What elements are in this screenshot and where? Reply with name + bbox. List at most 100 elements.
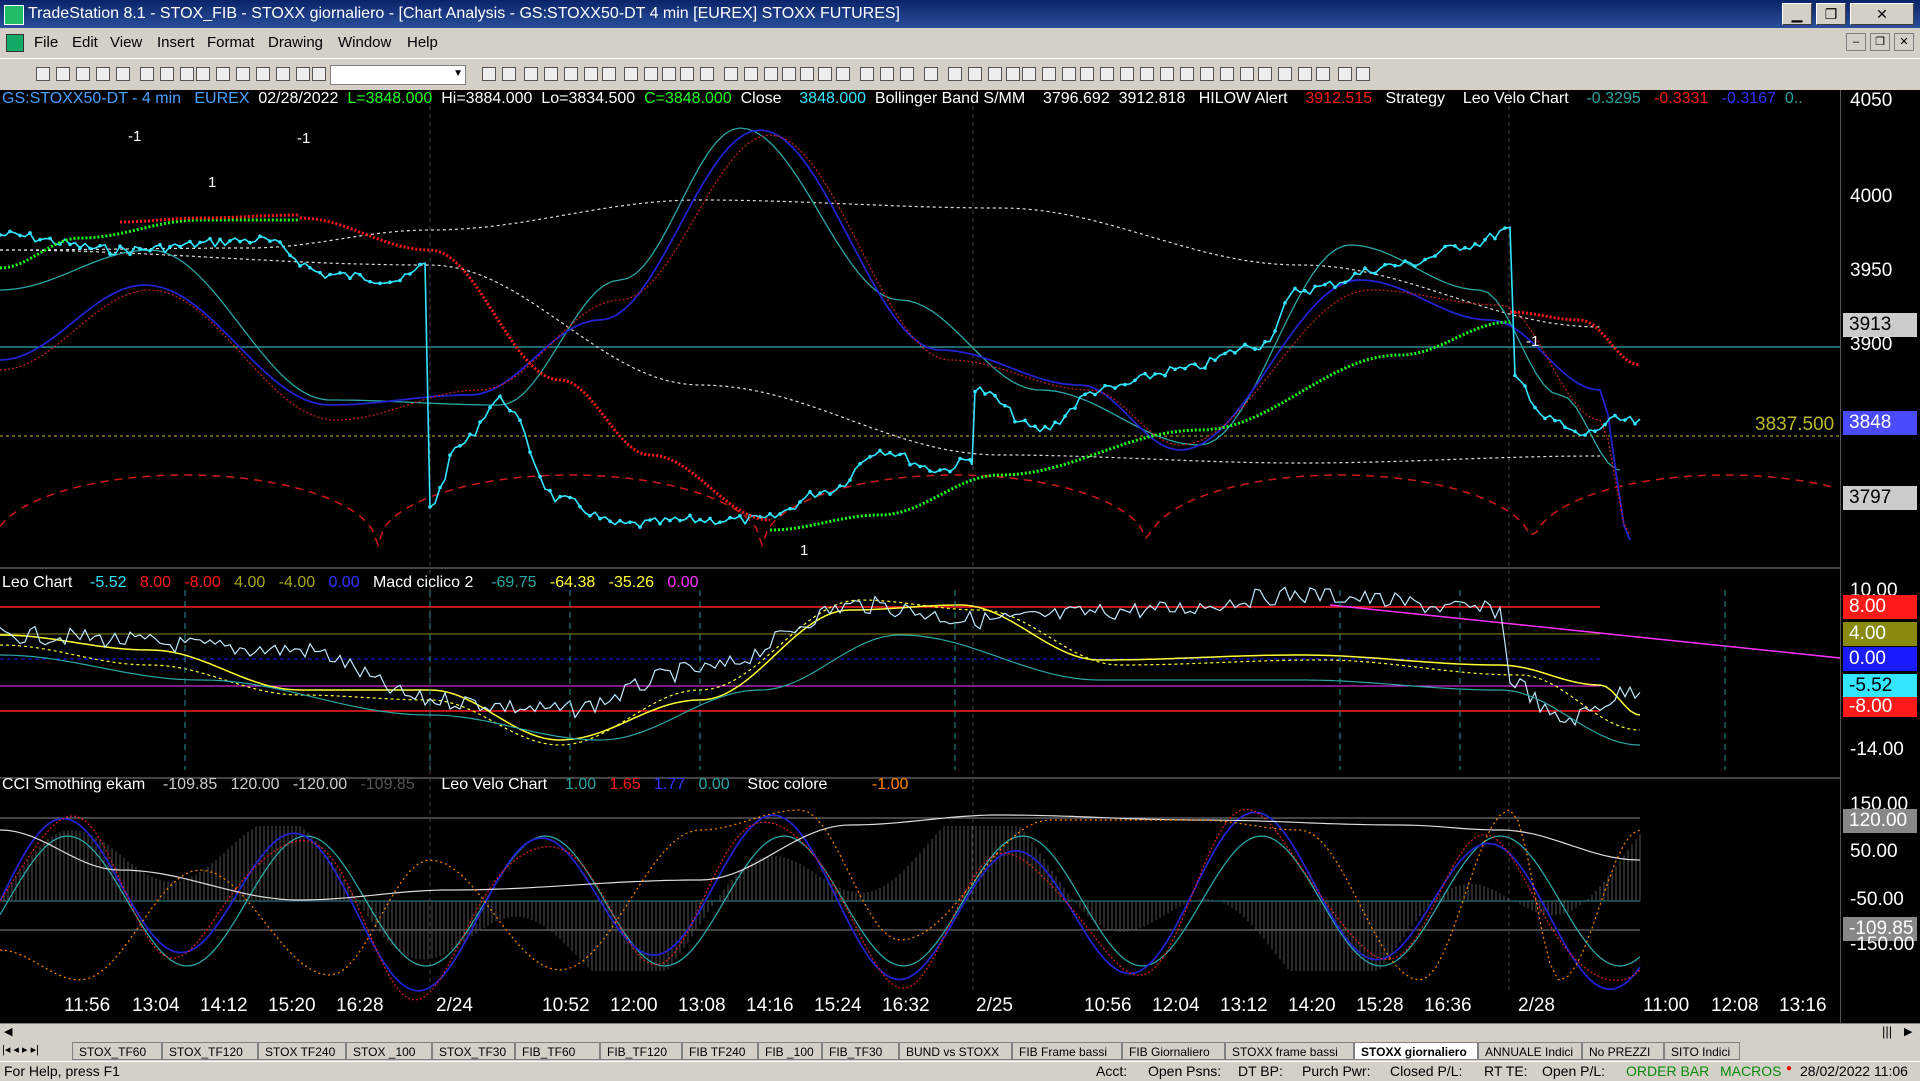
tab-fib-tf240[interactable]: FIB TF240 [682, 1042, 758, 1060]
macd-trendline[interactable] [1329, 604, 1841, 659]
radar-icon[interactable] [644, 67, 658, 81]
menu-window[interactable]: Window [338, 34, 392, 51]
tab-stox-tf30[interactable]: STOX_TF30 [432, 1042, 515, 1060]
tab-stoxx-frame-bassi[interactable]: STOXX frame bassi [1225, 1042, 1354, 1060]
sync-icon[interactable] [744, 67, 758, 81]
menu-drawing[interactable]: Drawing [268, 34, 324, 51]
speed-icon[interactable] [1100, 67, 1114, 81]
tab-bund-vs-stoxx[interactable]: BUND vs STOXX [899, 1042, 1012, 1060]
draw-icon[interactable] [564, 67, 578, 81]
select-icon[interactable] [818, 67, 832, 81]
print-icon[interactable] [96, 67, 110, 81]
menu-help[interactable]: Help [407, 34, 438, 51]
channel-icon[interactable] [968, 67, 982, 81]
close-button[interactable]: ✕ [1850, 3, 1914, 25]
menu-view[interactable]: View [110, 34, 143, 51]
box-icon[interactable] [662, 67, 676, 81]
extra1-icon[interactable] [1258, 67, 1272, 81]
menu-format[interactable]: Format [207, 34, 255, 51]
menu-edit[interactable]: Edit [72, 34, 98, 51]
mdi-minimize-button[interactable]: – [1846, 33, 1866, 51]
grid-icon[interactable] [236, 67, 250, 81]
regression-icon[interactable] [1062, 67, 1076, 81]
minimize-button[interactable]: ▁ [1782, 3, 1812, 25]
bars-icon[interactable] [482, 67, 496, 81]
lock-icon[interactable] [180, 67, 194, 81]
price-axis[interactable] [1840, 90, 1920, 1023]
cycle-icon[interactable] [1080, 67, 1094, 81]
cursor-icon[interactable] [800, 67, 814, 81]
rectangle-icon[interactable] [1220, 67, 1234, 81]
data-icon[interactable] [602, 67, 616, 81]
arrow-icon[interactable] [1042, 67, 1056, 81]
link-icon[interactable] [276, 67, 290, 81]
cross-icon[interactable] [1022, 67, 1036, 81]
tick-icon[interactable] [700, 67, 714, 81]
format-icon[interactable] [880, 67, 894, 81]
menu-insert[interactable]: Insert [157, 34, 195, 51]
find-icon[interactable] [312, 67, 326, 81]
macros-button[interactable]: MACROS [1720, 1063, 1782, 1079]
extra6-icon[interactable] [1356, 67, 1370, 81]
gann-icon[interactable] [988, 67, 1002, 81]
hline-icon[interactable] [948, 67, 962, 81]
zoom-icon[interactable] [544, 67, 558, 81]
tab-stox-tf120[interactable]: STOX_TF120 [162, 1042, 258, 1060]
brush-icon[interactable] [216, 67, 230, 81]
tab-sito-indici[interactable]: SITO Indici [1664, 1042, 1740, 1060]
tab-stox-tf240[interactable]: STOX TF240 [258, 1042, 346, 1060]
scroll-left-icon[interactable]: ◀ [4, 1026, 13, 1038]
tab-fib-frame-bassi[interactable]: FIB Frame bassi [1012, 1042, 1122, 1060]
text-icon[interactable] [1240, 67, 1254, 81]
new-icon[interactable] [36, 67, 50, 81]
dropdown-icon[interactable] [296, 67, 310, 81]
bar-icon[interactable] [680, 67, 694, 81]
tab-fib-giornaliero[interactable]: FIB Giornaliero [1122, 1042, 1225, 1060]
line-icon[interactable] [524, 67, 538, 81]
tab-fib-tf60[interactable]: FIB_TF60 [515, 1042, 600, 1060]
scroll-thumb-icon[interactable]: ||| [1882, 1024, 1893, 1039]
fib-icon[interactable] [924, 67, 938, 81]
candles-icon[interactable] [502, 67, 516, 81]
chart-icon[interactable] [160, 67, 174, 81]
tab-nav-icon[interactable]: |◂ ◂ ▸ ▸| [2, 1044, 39, 1056]
tab-fib-tf30[interactable]: FIB_TF30 [822, 1042, 899, 1060]
extra4-icon[interactable] [1316, 67, 1330, 81]
buy-arrow-icon[interactable] [1140, 67, 1154, 81]
quote-icon[interactable] [624, 67, 638, 81]
ellipse-icon[interactable] [1200, 67, 1214, 81]
window-icon[interactable] [140, 67, 154, 81]
split-icon[interactable] [724, 67, 738, 81]
mdi-close-button[interactable]: ✕ [1894, 33, 1914, 51]
ray-icon[interactable] [1120, 67, 1134, 81]
order-bar-button[interactable]: ORDER BAR [1626, 1063, 1710, 1079]
tab-stox-100[interactable]: STOX _100 [346, 1042, 432, 1060]
tab-fib-tf120[interactable]: FIB_TF120 [600, 1042, 682, 1060]
zoom-in-icon[interactable] [764, 67, 778, 81]
tab-no-prezzi[interactable]: No PREZZI [1582, 1042, 1664, 1060]
tab-stoxx-giornaliero[interactable]: STOXX giornaliero [1354, 1042, 1478, 1060]
folder-icon[interactable] [116, 67, 130, 81]
scroll-right-icon[interactable]: ▶ [1904, 1026, 1913, 1038]
extra5-icon[interactable] [1338, 67, 1352, 81]
extra3-icon[interactable] [1298, 67, 1312, 81]
mdi-restore-button[interactable]: ❐ [1870, 33, 1890, 51]
zoom-out-icon[interactable] [782, 67, 796, 81]
layout-icon[interactable] [256, 67, 270, 81]
sell-arrow-icon[interactable] [1160, 67, 1174, 81]
tab-stox-tf60[interactable]: STOX_TF60 [72, 1042, 162, 1060]
tools-icon[interactable] [836, 67, 850, 81]
open-icon[interactable] [56, 67, 70, 81]
tab-fib-100[interactable]: FIB _100 [758, 1042, 822, 1060]
refresh-icon[interactable] [584, 67, 598, 81]
trendline-icon[interactable] [900, 67, 914, 81]
menu-file[interactable]: File [34, 34, 59, 51]
horizontal-scrollbar[interactable]: ◀ ||| ▶ [0, 1023, 1920, 1042]
save-icon[interactable] [76, 67, 90, 81]
arc-icon[interactable] [1006, 67, 1020, 81]
extra2-icon[interactable] [1278, 67, 1292, 81]
symbol-combo[interactable]: ▼ [330, 65, 466, 85]
up-arrow-icon[interactable] [1180, 67, 1194, 81]
maximize-button[interactable]: ❐ [1816, 3, 1846, 25]
chart-area[interactable]: GS:STOXX50-DT - 4 min EUREX 02/28/2022 L… [0, 90, 1920, 1023]
